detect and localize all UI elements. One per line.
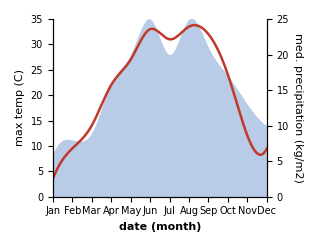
Y-axis label: med. precipitation (kg/m2): med. precipitation (kg/m2) [293, 33, 303, 183]
Y-axis label: max temp (C): max temp (C) [15, 69, 25, 146]
X-axis label: date (month): date (month) [119, 222, 201, 232]
